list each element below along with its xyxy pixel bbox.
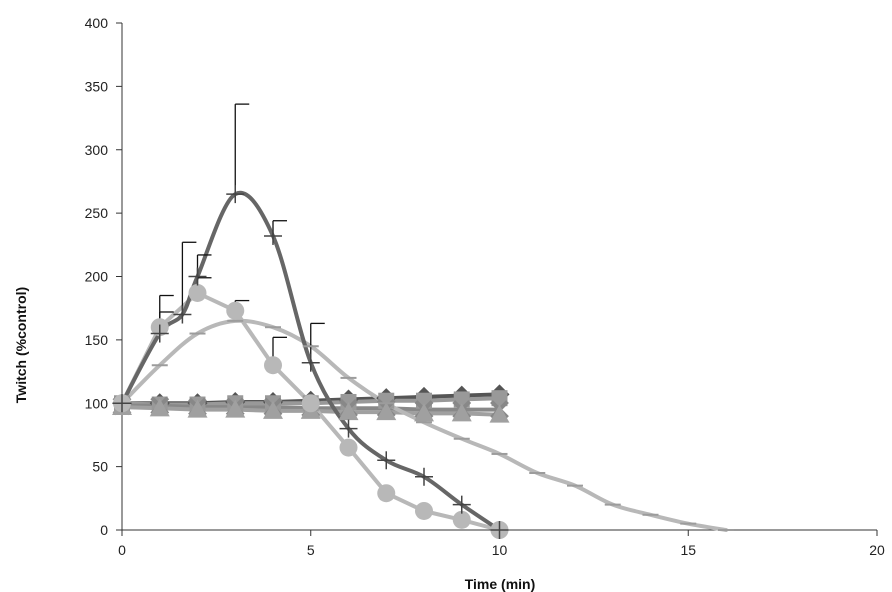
- tick-labels: 0 50 100 150 200 250 300 350 400 0 5 10 15 20: [85, 15, 885, 558]
- y-tick-label: 400: [85, 15, 109, 31]
- x-tick-label: 15: [680, 542, 696, 558]
- data-point-circle: [301, 394, 320, 413]
- data-point-plus: [452, 495, 471, 514]
- data-point-triangle: [414, 403, 434, 422]
- y-tick-label: 200: [85, 269, 109, 285]
- chart-axes: [116, 22, 878, 536]
- data-point-circle: [377, 484, 396, 503]
- data-point-plus: [150, 324, 169, 343]
- data-point-triangle: [489, 404, 510, 423]
- data-point-plus: [113, 394, 131, 413]
- data-point-triangle: [338, 402, 359, 421]
- data-point-plus: [377, 451, 396, 470]
- y-tick-label: 250: [85, 205, 109, 221]
- data-point-plus: [339, 419, 358, 438]
- data-point-plus: [173, 305, 192, 324]
- x-tick-label: 20: [869, 542, 885, 558]
- data-point-circle: [415, 501, 433, 520]
- y-tick-label: 0: [100, 522, 108, 538]
- y-axis-title: Twitch (%control): [13, 287, 29, 403]
- data-point-circle: [264, 356, 282, 375]
- data-point-triangle: [149, 398, 170, 417]
- data-point-plus: [415, 467, 433, 486]
- data-point-triangle: [187, 399, 208, 418]
- y-tick-label: 100: [85, 395, 109, 411]
- data-point-circle: [339, 438, 358, 457]
- series-markers: [112, 185, 734, 539]
- data-point-triangle: [225, 399, 246, 418]
- data-point-plus: [188, 267, 207, 286]
- data-point-square: [491, 390, 508, 407]
- data-point-circle: [226, 301, 245, 320]
- data-point-triangle: [263, 400, 283, 419]
- data-point-triangle: [451, 403, 472, 422]
- x-tick-label: 10: [492, 542, 508, 558]
- data-point-plus: [264, 226, 282, 245]
- x-axis-title: Time (min): [465, 576, 536, 592]
- series-line-dash: [120, 318, 728, 532]
- data-point-circle: [188, 283, 207, 302]
- data-point-plus: [301, 353, 320, 372]
- data-point-circle: [452, 510, 471, 529]
- x-tick-label: 0: [118, 542, 126, 558]
- y-tick-label: 350: [85, 78, 109, 94]
- x-tick-label: 5: [307, 542, 315, 558]
- y-tick-label: 300: [85, 142, 109, 158]
- y-tick-label: 150: [85, 332, 109, 348]
- data-point-plus: [226, 185, 245, 204]
- y-tick-label: 50: [92, 459, 108, 475]
- data-point-plus: [490, 521, 509, 539]
- data-point-triangle: [376, 402, 397, 421]
